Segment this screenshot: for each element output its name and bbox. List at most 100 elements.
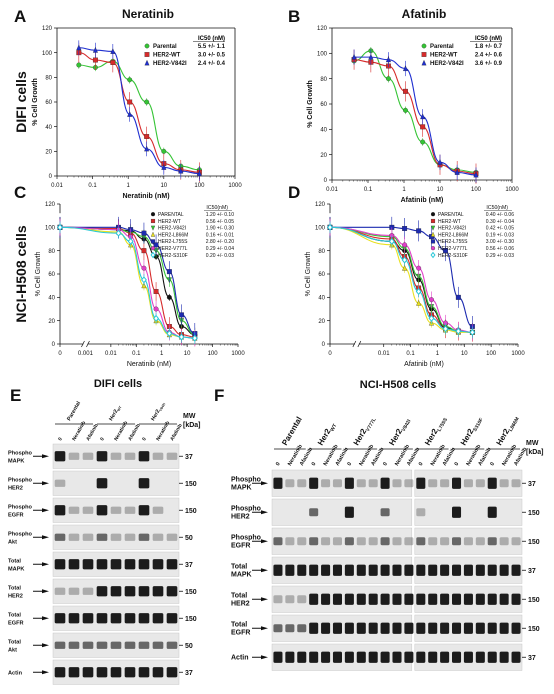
- band: [273, 651, 283, 663]
- data-point: [141, 265, 147, 271]
- y-tick-label: 100: [42, 51, 53, 57]
- band: [96, 478, 108, 489]
- legend-label: PARENTAL: [158, 212, 184, 218]
- y-tick-label: 80: [320, 77, 327, 83]
- row-label: Actin: [231, 654, 249, 661]
- data-point: [166, 329, 173, 338]
- x-tick-label: 100: [471, 187, 482, 193]
- band: [344, 622, 354, 634]
- legend-header: IC50 (nM): [475, 36, 502, 42]
- band: [416, 564, 426, 576]
- data-point: [127, 237, 134, 245]
- x-tick-label: 1: [127, 183, 131, 189]
- band: [54, 587, 66, 595]
- band: [404, 651, 414, 663]
- band: [499, 479, 509, 488]
- legend-marker: [150, 225, 156, 231]
- band: [487, 537, 497, 546]
- y-tick-label: 60: [318, 272, 325, 278]
- band: [511, 622, 521, 634]
- blot-title: DIFI cells: [94, 378, 142, 390]
- band: [392, 622, 402, 634]
- row-label: Phospho: [231, 505, 261, 512]
- band: [332, 564, 342, 576]
- mw-header: MW: [183, 413, 196, 420]
- data-point: [166, 269, 172, 275]
- band: [344, 593, 354, 605]
- band: [54, 559, 66, 570]
- arrow-icon: [42, 562, 49, 567]
- row-label: MAPK: [231, 571, 252, 578]
- mw-label: 37: [185, 562, 193, 569]
- lane-label: 0: [275, 461, 282, 467]
- band: [96, 586, 108, 597]
- mw-label: 37: [185, 454, 193, 461]
- band: [82, 667, 94, 678]
- row-label: Actin: [8, 670, 23, 676]
- band: [285, 624, 295, 633]
- band: [404, 564, 414, 576]
- band: [96, 559, 108, 570]
- panel-letter: C: [14, 183, 26, 202]
- band: [440, 651, 450, 663]
- mw-label: 37: [185, 670, 193, 677]
- band: [110, 559, 122, 570]
- x-axis-label: Afatinib (nM): [401, 197, 444, 204]
- band: [54, 613, 66, 624]
- arrow-icon: [261, 510, 268, 515]
- legend-ic50: 3.00 +/- 0.30: [486, 239, 514, 245]
- chart-b: B Afatinib 0 20 40 60 80 100 120 0.01 0.1 1 10 100 100…: [288, 7, 519, 204]
- panel-letter: D: [288, 183, 300, 202]
- group-label: Her2V842I: [150, 401, 166, 422]
- panel-letter: A: [14, 7, 26, 26]
- band: [499, 593, 509, 605]
- x-tick-label: 0.01: [51, 183, 63, 189]
- band: [273, 477, 283, 489]
- band: [499, 564, 509, 576]
- arrow-icon: [261, 626, 268, 631]
- blot-membrane: [271, 498, 413, 526]
- band: [487, 506, 497, 518]
- band: [487, 564, 497, 576]
- band: [152, 613, 164, 624]
- band: [487, 593, 497, 605]
- band: [82, 641, 94, 649]
- chart-title: Neratinib: [122, 7, 174, 21]
- axis-break-gap: [83, 341, 88, 347]
- y-tick-label: 100: [315, 226, 326, 232]
- legend-header: IC50 (nM): [198, 36, 225, 42]
- y-tick-label: 120: [42, 26, 53, 32]
- data-point: [57, 223, 63, 231]
- y-tick-label: 20: [320, 153, 327, 159]
- legend-label: HER2-V842I: [158, 226, 186, 232]
- legend-label: Parental: [430, 44, 454, 50]
- row-label: DIFI cells: [13, 71, 29, 133]
- data-point: [402, 242, 408, 248]
- band: [404, 622, 414, 634]
- band: [463, 622, 473, 634]
- legend-ic50: 1.8 +/- 0.7: [475, 44, 503, 50]
- y-tick-label: 0: [49, 174, 53, 180]
- band: [344, 564, 354, 576]
- data-point: [437, 158, 443, 165]
- chart-d: D 0 20 40 60 80 100 120 0 0.01 0.1 1 10 100 1000 Afatin…: [288, 183, 525, 368]
- band: [309, 622, 319, 634]
- lane-label: Afatinib: [127, 423, 142, 442]
- legend-ic50: 2.4 +/- 0.4: [198, 61, 226, 67]
- arrow-icon: [42, 616, 49, 621]
- arrow-icon: [261, 481, 268, 486]
- band: [511, 564, 521, 576]
- data-point: [110, 60, 116, 65]
- y-tick-label: 40: [320, 128, 327, 134]
- data-point: [191, 334, 198, 342]
- x-axis-label: Afatinib (nM): [404, 361, 444, 368]
- arrow-icon: [261, 568, 268, 573]
- row-label: MAPK: [8, 566, 24, 572]
- legend-label: HER2-L755S: [158, 239, 188, 245]
- lane-label: 0: [311, 461, 318, 467]
- mw-label: 150: [185, 616, 197, 623]
- data-point: [161, 148, 167, 154]
- mw-label: 150: [528, 626, 540, 633]
- x-tick-label: 0: [58, 351, 62, 357]
- band: [487, 651, 497, 663]
